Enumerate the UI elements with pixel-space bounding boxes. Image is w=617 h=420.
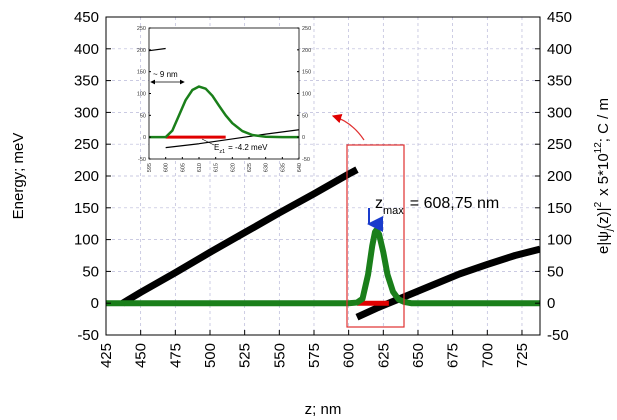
inset-x-tick-label: 610 <box>197 163 203 172</box>
main-y-tick-label-right: 450 <box>547 9 572 26</box>
main-y-tick-label-left: -50 <box>77 327 99 344</box>
y-right-part-1: e|ψ <box>595 231 612 254</box>
main-x-tick-label: 575 <box>306 343 323 368</box>
inset-y-tick-label-left: 150 <box>137 70 146 76</box>
y-right-part-4: ; C / m <box>595 98 612 142</box>
main-y-tick-label-right: 100 <box>547 232 572 249</box>
zmax-label: zmax = 608,75 nm <box>375 195 499 217</box>
inset-x-tick-label: 615 <box>214 163 220 172</box>
main-x-tick-label: 525 <box>237 343 254 368</box>
inset-series-1 <box>149 47 166 52</box>
inset-y-tick-label-right: -50 <box>302 157 310 163</box>
inset-y-tick-label-right: 150 <box>302 70 311 76</box>
inset-y-tick-label-left: 50 <box>140 113 146 119</box>
main-x-tick-label: 450 <box>133 343 150 368</box>
main-ticks: 425 450 475 500 525 550 575 600 625 650 675 700 725-… <box>74 9 572 368</box>
main-y-tick-label-right: 50 <box>547 263 564 280</box>
main-y-tick-label-right: 150 <box>547 200 572 217</box>
main-y-tick-label-right: 350 <box>547 73 572 90</box>
inset-x-tick-label: 605 <box>180 163 186 172</box>
main-series-4 <box>106 227 540 307</box>
inset-y-tick-label-right: 250 <box>302 26 311 32</box>
main-x-tick-label: 700 <box>479 343 496 368</box>
inset-x-tick-label: 640 <box>297 163 303 172</box>
main-x-tick-label: 475 <box>167 343 184 368</box>
inset-x-tick-label: 600 <box>164 163 170 172</box>
zoom-region-box <box>346 144 405 328</box>
inset-energy-sub: z1 <box>219 149 225 155</box>
main-y-tick-label-left: 450 <box>74 9 99 26</box>
inset-energy-prefix: E <box>214 143 219 152</box>
main-y-tick-label-right: 400 <box>547 41 572 58</box>
inset-y-tick-label-left: 250 <box>137 26 146 32</box>
zmax-label-prefix: z <box>375 195 383 212</box>
y-axis-title-right: e|ψj(z)|2 x 5*1012; C / m <box>593 98 615 254</box>
inset-y-tick-label-right: 100 <box>302 92 311 98</box>
inset-y-tick-label-right: 50 <box>302 113 308 119</box>
x-axis-title: z; nm <box>305 401 342 418</box>
inset-plot: 595 600 605 610 615 620 625 630 635 640-50 -500 050… <box>137 26 311 172</box>
main-x-tick-label: 650 <box>410 343 427 368</box>
inset-ticks: 595 600 605 610 615 620 625 630 635 640-50 -500 050… <box>137 26 311 172</box>
inset-x-tick-label: 625 <box>247 163 253 172</box>
main-y-tick-label-left: 0 <box>91 295 99 312</box>
main-x-tick-label: 625 <box>375 343 392 368</box>
inset-x-tick-label: 635 <box>280 163 286 172</box>
main-y-tick-label-left: 150 <box>74 200 99 217</box>
main-series-1 <box>120 166 359 307</box>
main-y-tick-label-left: 250 <box>74 136 99 153</box>
inset-series-2 <box>165 129 299 149</box>
inset-series <box>149 47 299 149</box>
main-y-tick-label-right: -50 <box>547 327 569 344</box>
inset-energy-value: = -4.2 meV <box>228 143 268 152</box>
inset-y-tick-label-right: 200 <box>302 48 311 54</box>
y-right-scale-sup: 12 <box>593 142 604 154</box>
main-y-tick-label-left: 350 <box>74 73 99 90</box>
main-y-tick-label-left: 300 <box>74 104 99 121</box>
main-x-tick-label: 500 <box>202 343 219 368</box>
main-x-tick-label: 550 <box>271 343 288 368</box>
main-y-tick-label-right: 0 <box>547 295 555 312</box>
inset-width-label: ~ 9 nm <box>153 70 178 79</box>
inset-energy-pointer <box>201 138 215 146</box>
y-right-sub: j <box>604 228 615 233</box>
main-x-tick-label: 725 <box>514 343 531 368</box>
main-x-tick-label: 600 <box>341 343 358 368</box>
main-y-tick-label-right: 300 <box>547 104 572 121</box>
inset-background <box>149 28 299 159</box>
y-right-part-2: (z)| <box>595 207 612 228</box>
main-y-tick-label-right: 250 <box>547 136 572 153</box>
main-x-tick-label: 675 <box>445 343 462 368</box>
y-axis-title-left: Energy; meV <box>10 133 27 220</box>
inset-x-tick-label: 595 <box>147 163 153 172</box>
inset-y-tick-label-left: -50 <box>138 157 146 163</box>
main-y-tick-label-left: 100 <box>74 232 99 249</box>
main-x-tick-label: 425 <box>98 343 115 368</box>
inset-y-tick-label-left: 0 <box>143 135 146 141</box>
inset-y-tick-label-left: 200 <box>137 48 146 54</box>
main-series <box>106 166 540 321</box>
main-series-2 <box>355 245 540 321</box>
main-y-tick-label-left: 400 <box>74 41 99 58</box>
main-y-tick-label-left: 50 <box>82 263 99 280</box>
inset-series-4 <box>149 85 299 139</box>
zmax-label-value: = 608,75 nm <box>410 195 499 212</box>
zoom-pointer-arrow <box>331 113 365 141</box>
y-right-part-3: x 5*10 <box>595 153 612 196</box>
y-right-sup: 2 <box>593 201 604 207</box>
main-y-tick-label-right: 200 <box>547 168 572 185</box>
main-y-tick-label-left: 200 <box>74 168 99 185</box>
inset-energy-label: Ez1 = -4.2 meV <box>214 143 268 155</box>
inset-x-tick-label: 620 <box>230 163 236 172</box>
zmax-label-sub: max <box>383 205 404 217</box>
inset-x-tick-label: 630 <box>264 163 270 172</box>
inset-y-tick-label-left: 100 <box>137 92 146 98</box>
inset-y-tick-label-right: 0 <box>302 135 305 141</box>
